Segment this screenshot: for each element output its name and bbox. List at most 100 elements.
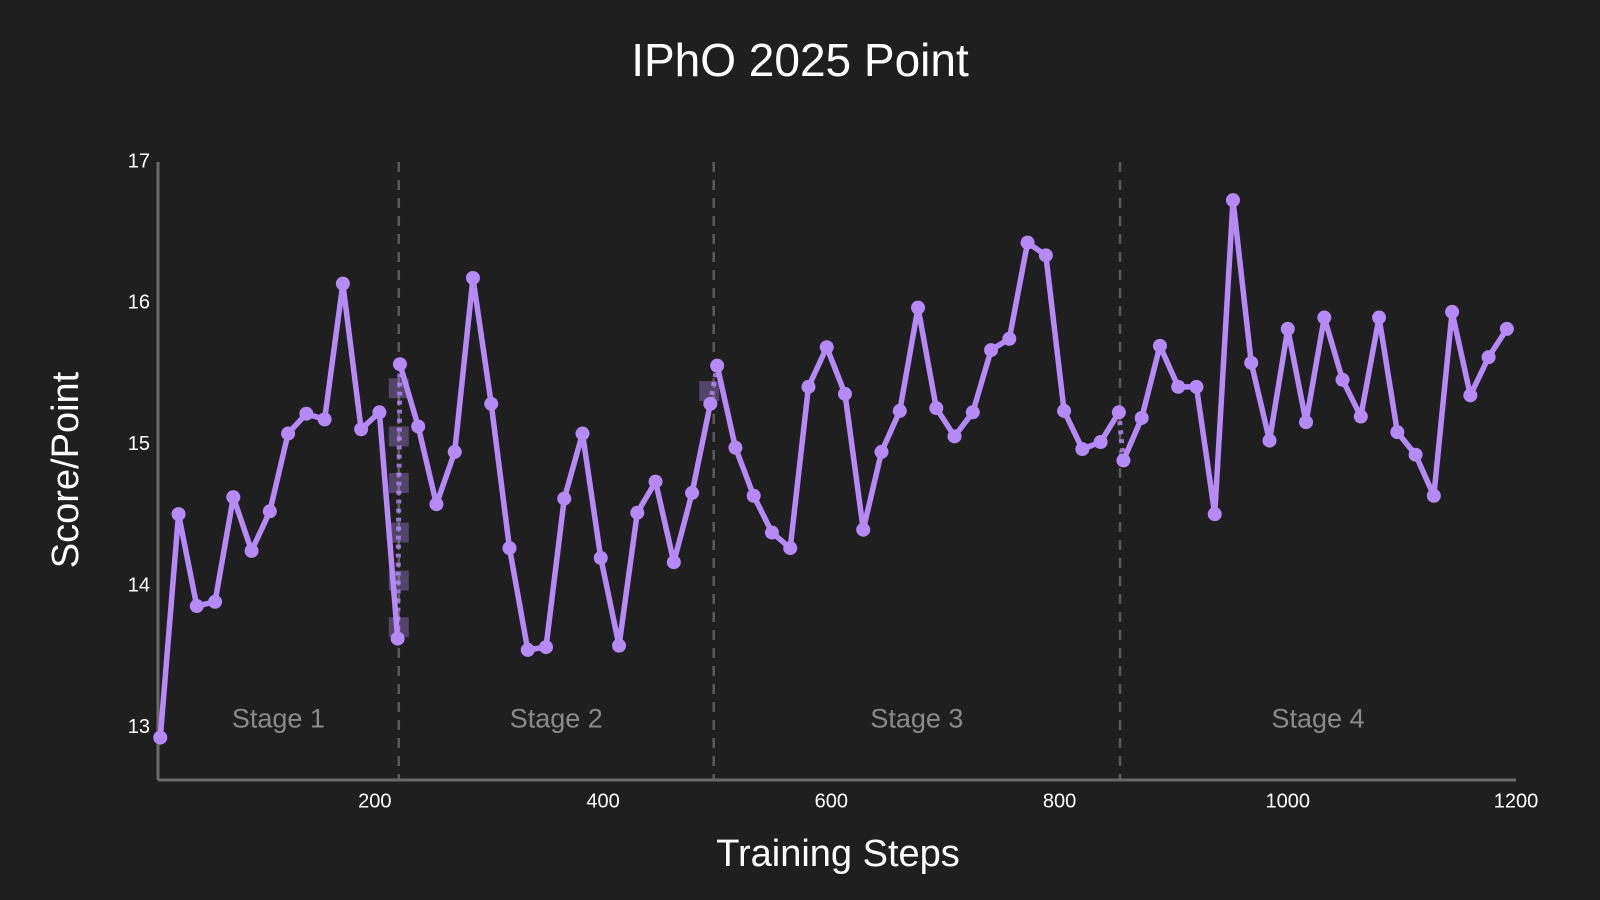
point <box>648 474 663 489</box>
point <box>520 642 535 657</box>
point <box>929 401 944 416</box>
point <box>612 638 627 653</box>
stage-label: Stage 3 <box>870 704 963 734</box>
x-tick-label: 800 <box>1043 790 1076 812</box>
point <box>539 640 553 655</box>
x-tick-label: 1000 <box>1266 790 1311 812</box>
point <box>666 555 681 570</box>
y-axis-title: Score/Point <box>45 371 87 568</box>
transition-marker <box>388 426 409 447</box>
point <box>746 488 761 503</box>
point <box>1093 435 1108 450</box>
chart-title: IPhO 2025 Point <box>631 34 969 86</box>
point <box>1057 403 1072 418</box>
point <box>1171 379 1186 394</box>
point <box>1372 310 1387 325</box>
point <box>1111 405 1126 420</box>
point <box>502 541 517 556</box>
point <box>484 396 499 411</box>
point <box>1280 321 1295 336</box>
point <box>1390 425 1405 440</box>
x-axis-title: Training Steps <box>716 833 960 875</box>
point <box>965 405 980 420</box>
point <box>710 358 725 373</box>
y-tick-label: 14 <box>128 575 150 597</box>
point <box>892 403 907 418</box>
point <box>1225 193 1240 208</box>
y-tick-label: 15 <box>128 433 150 455</box>
point <box>429 497 444 512</box>
point <box>947 429 962 444</box>
point <box>801 379 816 394</box>
point <box>171 507 186 522</box>
point <box>1038 248 1053 263</box>
point <box>392 357 407 372</box>
point <box>1481 350 1496 365</box>
point <box>630 505 645 520</box>
point <box>1189 379 1204 394</box>
point <box>984 343 999 358</box>
stage-connector <box>395 364 403 639</box>
point <box>1075 442 1090 457</box>
stage-label: Stage 2 <box>510 704 603 734</box>
point <box>1408 447 1423 462</box>
y-tick-label: 13 <box>128 716 150 738</box>
point <box>1002 331 1017 346</box>
line <box>397 275 714 653</box>
point <box>244 543 259 558</box>
point <box>208 594 223 609</box>
point <box>447 444 462 459</box>
stage-label: Stage 4 <box>1271 704 1364 734</box>
point <box>411 419 426 434</box>
stage-label: Stage 1 <box>232 704 325 734</box>
y-tick-label: 16 <box>128 292 150 314</box>
point <box>783 541 798 556</box>
x-tick-label: 400 <box>586 790 619 812</box>
point <box>874 444 889 459</box>
x-tick-label: 1200 <box>1494 790 1539 812</box>
point <box>557 491 572 506</box>
point <box>1353 409 1368 424</box>
transition-marker <box>388 473 409 494</box>
transition-marker <box>388 522 409 543</box>
point <box>1152 338 1167 353</box>
point <box>703 396 718 411</box>
point <box>911 300 926 315</box>
point <box>1116 453 1131 468</box>
point <box>390 631 405 646</box>
point <box>1262 433 1277 448</box>
point <box>226 490 241 505</box>
point <box>465 270 480 285</box>
point <box>685 485 700 500</box>
point <box>372 405 387 420</box>
point <box>335 276 350 291</box>
point <box>1207 507 1222 522</box>
point <box>189 599 204 614</box>
stage-connector <box>707 365 720 405</box>
point <box>819 340 834 355</box>
line <box>1120 197 1510 517</box>
point <box>281 426 296 441</box>
point <box>1426 488 1441 503</box>
point <box>1299 415 1314 430</box>
point <box>1499 321 1514 336</box>
point <box>153 730 168 745</box>
x-tick-label: 200 <box>358 790 391 812</box>
point <box>1317 310 1332 325</box>
point <box>299 406 314 421</box>
point <box>1134 410 1149 425</box>
point <box>1445 304 1460 319</box>
point <box>354 422 369 437</box>
point <box>1463 388 1478 403</box>
point <box>837 386 852 401</box>
point <box>728 440 743 455</box>
point <box>262 504 277 519</box>
point <box>593 550 608 565</box>
transition-marker <box>699 381 720 402</box>
point <box>575 426 590 441</box>
point <box>1020 235 1035 250</box>
point <box>1244 355 1259 370</box>
point <box>1335 372 1350 387</box>
point <box>764 525 779 540</box>
